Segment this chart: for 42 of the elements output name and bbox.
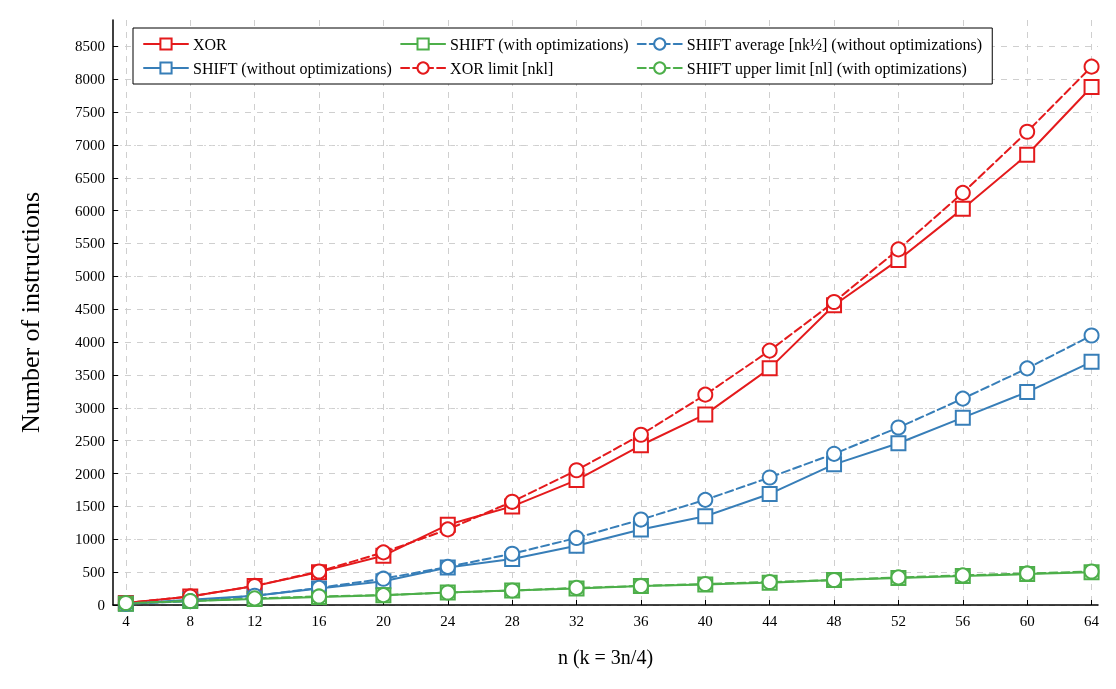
y-tick-label: 8500 xyxy=(75,38,105,55)
x-tick-label: 28 xyxy=(504,612,520,629)
y-tick-label: 0 xyxy=(97,597,105,613)
y-tick-label: 1000 xyxy=(75,531,105,548)
legend-label: XOR xyxy=(193,35,228,53)
y-tick-label: 6000 xyxy=(75,202,105,219)
x-tick-label: 60 xyxy=(1019,612,1035,629)
y-tick-label: 500 xyxy=(82,564,105,581)
y-tick-label: 2000 xyxy=(75,465,105,482)
x-tick-label: 8 xyxy=(186,612,194,629)
legend-label: SHIFT (with optimizations) xyxy=(450,35,629,54)
y-tick-label: 4000 xyxy=(75,334,105,351)
x-tick-label: 20 xyxy=(375,612,391,629)
x-tick-label: 12 xyxy=(247,612,263,629)
y-axis-title: Number of instructions xyxy=(15,191,45,434)
y-tick-label: 7000 xyxy=(75,136,105,153)
x-tick-label: 32 xyxy=(569,612,585,629)
legend-label: SHIFT average [nk½] (without optimizations) xyxy=(686,35,982,54)
x-tick-label: 4 xyxy=(122,612,131,629)
y-tick-label: 1500 xyxy=(75,498,105,515)
y-tick-label: 5500 xyxy=(75,235,105,252)
y-tick-label: 4500 xyxy=(75,301,105,318)
x-tick-label: 64 xyxy=(1084,612,1100,629)
y-tick-label: 5000 xyxy=(75,268,105,285)
x-tick-label: 52 xyxy=(890,612,906,629)
x-tick-label: 40 xyxy=(697,612,713,629)
y-tick-label: 6500 xyxy=(75,169,105,186)
legend-label: SHIFT (without optimizations) xyxy=(193,59,392,78)
x-tick-label: 16 xyxy=(311,612,328,629)
y-tick-label: 2500 xyxy=(75,432,105,449)
legend-label: SHIFT upper limit [nl] (with optimizations) xyxy=(686,59,967,78)
x-tick-label: 44 xyxy=(762,612,778,629)
x-axis-title: n (k = 3n/4) xyxy=(557,646,654,669)
y-tick-label: 3500 xyxy=(75,366,105,383)
y-tick-label: 7500 xyxy=(75,104,105,121)
legend-label: XOR limit [nkl] xyxy=(450,59,554,77)
x-tick-label: 36 xyxy=(633,612,649,629)
x-tick-label: 56 xyxy=(955,612,971,629)
y-tick-label: 8000 xyxy=(75,71,105,88)
x-tick-label: 48 xyxy=(826,612,842,629)
y-tick-label: 3000 xyxy=(75,399,105,416)
x-tick-label: 24 xyxy=(440,612,456,629)
